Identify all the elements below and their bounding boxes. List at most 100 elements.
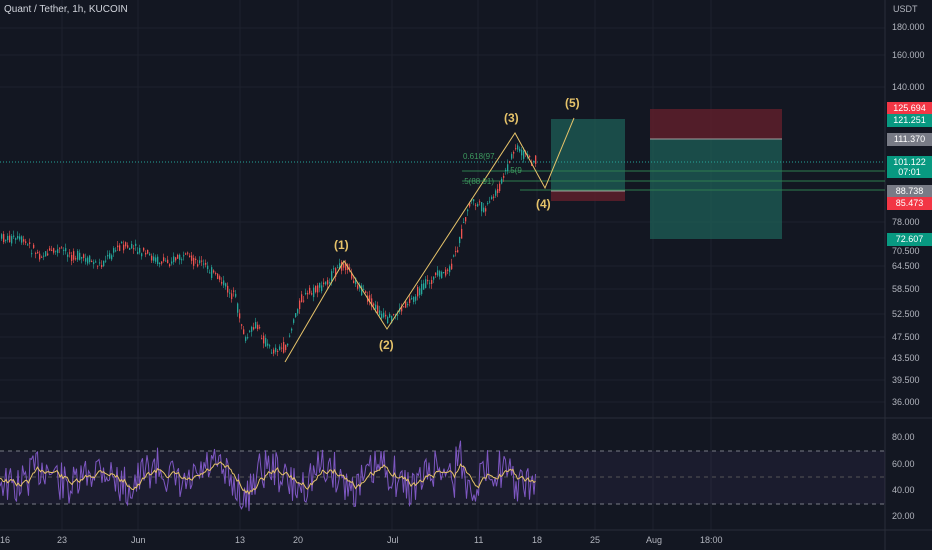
elliott-wave-line[interactable]	[284, 117, 575, 363]
short-stop-zone[interactable]	[650, 109, 782, 139]
wave-label-3[interactable]: (3)	[504, 111, 519, 125]
candle-body	[423, 283, 425, 290]
candle-body	[13, 235, 15, 237]
candle-body	[77, 250, 79, 260]
candle-body	[225, 283, 227, 287]
candle-body	[491, 196, 493, 199]
candle-body	[183, 255, 185, 257]
candle-body	[281, 347, 283, 349]
time-axis-label: 13	[235, 535, 246, 545]
candle-body	[31, 253, 33, 255]
candle-body	[435, 272, 437, 275]
price-tag-target-long: 121.251	[887, 114, 932, 127]
candle-body	[137, 251, 139, 255]
candle-body	[143, 247, 145, 251]
candle-body	[509, 161, 511, 163]
candle-body	[253, 327, 255, 330]
candle-body	[323, 282, 325, 285]
candle-body	[215, 272, 217, 274]
symbol-title[interactable]: Quant / Tether, 1h, KUCOIN	[4, 4, 128, 15]
candle-body	[267, 343, 269, 346]
candle-body	[247, 337, 249, 339]
candle-body	[245, 337, 247, 341]
candle-body	[197, 264, 199, 267]
candle-body	[135, 243, 137, 246]
candle-body	[337, 267, 339, 269]
rsi-axis-label: 20.00	[892, 511, 915, 521]
candle-body	[129, 248, 131, 250]
time-axis-label: Jul	[387, 535, 399, 545]
candle-body	[49, 248, 51, 251]
wave-label-1[interactable]: (1)	[334, 238, 349, 252]
candle-body	[157, 256, 159, 265]
candle-body	[97, 265, 99, 267]
candle-body	[161, 261, 163, 264]
candle-body	[59, 247, 61, 249]
candle-body	[69, 252, 71, 254]
candle-body	[321, 285, 323, 292]
candle-body	[47, 253, 49, 256]
wave-label-5[interactable]: (5)	[565, 96, 580, 110]
candle-body	[111, 255, 113, 260]
wave-label-2[interactable]: (2)	[379, 338, 394, 352]
candle-body	[427, 280, 429, 282]
candle-body	[369, 295, 371, 301]
candle-body	[133, 248, 135, 250]
candle-body	[167, 259, 169, 264]
candle-body	[519, 148, 521, 152]
long-target-zone[interactable]	[551, 119, 625, 191]
candle-body	[333, 268, 335, 270]
candle-body	[279, 346, 281, 350]
candle-body	[91, 261, 93, 263]
candle-body	[349, 267, 351, 269]
time-axis-label: Jun	[131, 535, 146, 545]
candle-body	[507, 164, 509, 172]
candle-body	[85, 258, 87, 262]
candle-body	[207, 265, 209, 270]
candle-body	[241, 324, 243, 326]
candle-body	[421, 283, 423, 295]
candle-body	[95, 261, 97, 263]
candle-body	[83, 254, 85, 258]
candle-body	[475, 204, 477, 206]
candles[interactable]	[1, 143, 537, 357]
candle-body	[415, 296, 417, 301]
candle-body	[63, 249, 65, 251]
candle-body	[239, 313, 241, 319]
wave-label-4[interactable]: (4)	[536, 197, 551, 211]
price-axis-label: 52.500	[892, 309, 920, 319]
rsi-ma-line[interactable]	[0, 461, 536, 495]
current-price: 101.122	[893, 157, 926, 167]
fib-label: 0.618(97.	[463, 152, 497, 161]
time-axis-label: 23	[57, 535, 68, 545]
short-target-zone[interactable]	[650, 139, 782, 239]
candle-body	[383, 312, 385, 318]
candle-body	[169, 264, 171, 267]
time-axis-label: 16	[0, 535, 11, 545]
candle-body	[405, 301, 407, 308]
candle-body	[493, 196, 495, 198]
long-stop-zone[interactable]	[551, 191, 625, 201]
candle-body	[443, 272, 445, 274]
candle-body	[107, 254, 109, 257]
candle-body	[361, 285, 363, 296]
candle-body	[89, 255, 91, 263]
candle-body	[449, 266, 451, 273]
candle-body	[233, 290, 235, 292]
candle-body	[55, 250, 57, 252]
candle-body	[5, 239, 7, 241]
candle-body	[3, 234, 5, 243]
candle-body	[269, 345, 271, 347]
candle-body	[11, 236, 13, 244]
candle-body	[185, 253, 187, 255]
price-axis-label: 58.500	[892, 284, 920, 294]
candle-body	[411, 298, 413, 300]
candle-body	[159, 263, 161, 265]
candle-body	[231, 293, 233, 300]
candle-body	[177, 254, 179, 259]
candle-body	[389, 313, 391, 318]
rsi-line[interactable]	[0, 440, 536, 512]
candle-countdown: 07:01	[898, 167, 921, 177]
